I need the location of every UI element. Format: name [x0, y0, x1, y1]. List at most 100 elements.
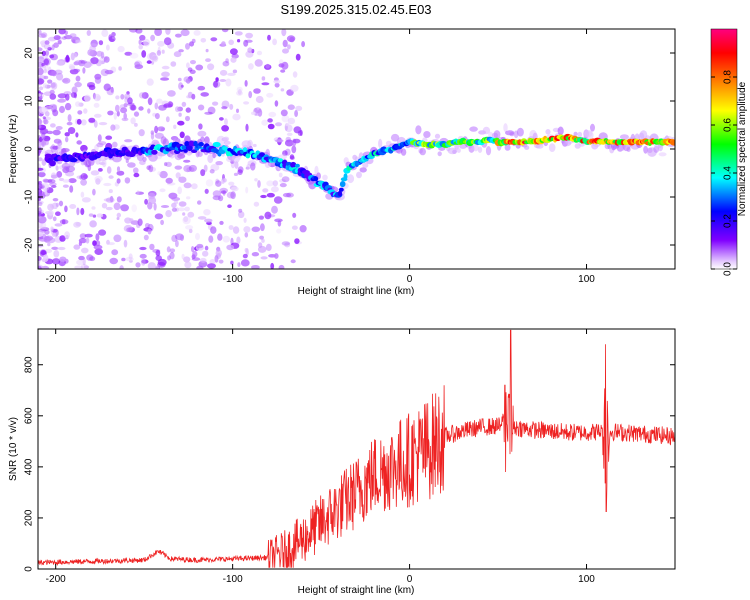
noise-blob — [80, 263, 88, 269]
noise-blob — [125, 256, 134, 262]
noise-blob — [163, 37, 172, 46]
noise-blob — [141, 92, 149, 99]
noise-blob — [294, 110, 298, 117]
noise-blob — [295, 53, 301, 61]
spectrogram-xtick-label: 0 — [407, 274, 413, 285]
noise-blob — [139, 253, 147, 259]
noise-blob — [131, 204, 137, 213]
noise-blob — [38, 54, 44, 62]
noise-blob — [248, 91, 253, 99]
noise-blob — [56, 72, 64, 81]
noise-blob — [219, 69, 228, 76]
ridge-blob — [49, 160, 56, 167]
noise-blob — [56, 171, 63, 178]
noise-blob — [91, 206, 96, 210]
noise-blob — [82, 174, 89, 179]
halo-blob — [577, 131, 583, 138]
noise-blob — [98, 122, 108, 126]
noise-blob — [137, 218, 143, 226]
halo-blob — [359, 167, 367, 173]
noise-blob — [108, 36, 116, 42]
spectrogram-xtick-label: -100 — [223, 274, 243, 285]
noise-blob — [41, 140, 45, 148]
noise-blob — [123, 239, 128, 248]
noise-blob — [292, 212, 297, 218]
noise-blob — [185, 107, 191, 113]
noise-blob — [254, 107, 262, 114]
noise-blob — [120, 107, 128, 114]
noise-blob — [219, 117, 224, 121]
noise-blob — [160, 77, 170, 81]
halo-blob — [545, 129, 551, 135]
noise-blob — [232, 113, 241, 121]
noise-blob — [146, 78, 154, 86]
snr-ticks: -200 -100 0 100 0 200 400 600 800 — [24, 329, 675, 585]
noise-blob — [47, 179, 56, 184]
noise-blob — [126, 91, 130, 95]
noise-blob — [184, 206, 190, 212]
noise-blob — [287, 104, 295, 110]
noise-blob — [90, 57, 99, 65]
noise-blob — [49, 182, 57, 187]
halo-blob — [362, 162, 369, 168]
noise-blob — [74, 265, 84, 269]
noise-blob — [41, 50, 46, 57]
noise-blob — [38, 191, 42, 197]
noise-blob — [124, 217, 132, 224]
noise-blob — [150, 34, 156, 42]
noise-blob — [135, 29, 143, 34]
noise-blob — [177, 77, 182, 82]
noise-blob — [124, 51, 133, 56]
noise-blob — [210, 226, 217, 234]
noise-blob — [265, 243, 272, 251]
noise-blob — [230, 260, 234, 265]
noise-blob — [146, 60, 152, 64]
noise-blob — [245, 186, 249, 194]
noise-blob — [276, 228, 282, 234]
noise-blob — [96, 95, 101, 101]
noise-blob — [118, 66, 122, 71]
noise-blob — [49, 93, 57, 100]
noise-blob — [77, 110, 83, 115]
noise-blob — [282, 48, 289, 54]
noise-blob — [138, 39, 142, 45]
halo-blob — [65, 165, 76, 173]
noise-blob — [133, 167, 139, 174]
noise-blob — [126, 227, 133, 233]
noise-blob — [62, 184, 69, 188]
noise-blob — [157, 258, 167, 266]
noise-blob — [89, 220, 97, 228]
noise-blob — [38, 171, 46, 178]
noise-blob — [169, 251, 175, 260]
noise-blob — [127, 162, 136, 168]
noise-blob — [233, 172, 239, 176]
noise-blob — [116, 196, 122, 203]
noise-blob — [63, 35, 73, 40]
noise-blob — [205, 48, 209, 53]
spectrogram-ytick-label: -20 — [24, 237, 35, 252]
noise-blob — [270, 186, 279, 193]
noise-blob — [209, 169, 215, 174]
ridge-blob — [670, 139, 675, 146]
noise-blob — [47, 47, 52, 51]
noise-blob — [198, 123, 203, 130]
halo-blob — [57, 143, 62, 153]
ridge-blob — [290, 161, 297, 168]
noise-blob — [270, 262, 275, 269]
noise-blob — [177, 207, 186, 212]
noise-blob — [183, 182, 192, 189]
noise-blob — [103, 182, 112, 187]
ridge-blob — [258, 152, 266, 157]
noise-blob — [261, 238, 265, 243]
noise-blob — [120, 204, 129, 212]
noise-blob — [230, 57, 237, 63]
noise-blob — [139, 246, 147, 251]
colorbar-tick-label: 0.0 — [723, 262, 734, 276]
noise-blob — [157, 171, 161, 176]
noise-blob — [78, 255, 85, 261]
noise-blob — [116, 212, 122, 218]
noise-blob — [84, 94, 91, 103]
noise-blob — [80, 173, 88, 180]
halo-blob — [456, 148, 461, 153]
noise-blob — [45, 111, 50, 117]
